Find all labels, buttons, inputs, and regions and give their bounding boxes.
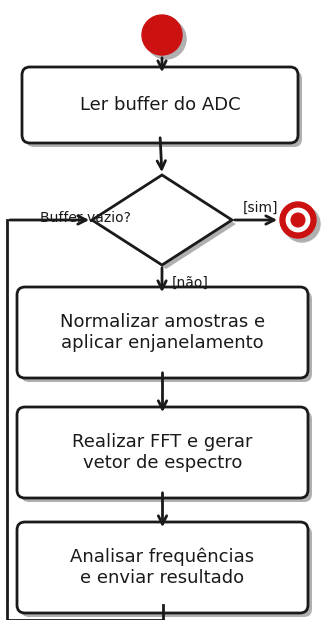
Text: [não]: [não] bbox=[172, 276, 208, 290]
Circle shape bbox=[284, 206, 320, 242]
Text: Buffer vazio?: Buffer vazio? bbox=[40, 211, 130, 225]
Circle shape bbox=[280, 202, 316, 238]
Circle shape bbox=[286, 208, 310, 232]
FancyBboxPatch shape bbox=[17, 287, 308, 378]
FancyBboxPatch shape bbox=[17, 407, 308, 498]
FancyBboxPatch shape bbox=[21, 411, 312, 502]
FancyBboxPatch shape bbox=[26, 71, 302, 147]
Circle shape bbox=[142, 15, 182, 55]
Polygon shape bbox=[92, 175, 232, 265]
Text: Normalizar amostras e
aplicar enjanelamento: Normalizar amostras e aplicar enjanelame… bbox=[60, 313, 265, 352]
Text: Analisar frequências
e enviar resultado: Analisar frequências e enviar resultado bbox=[71, 548, 254, 587]
Text: [sim]: [sim] bbox=[242, 201, 278, 215]
FancyBboxPatch shape bbox=[21, 291, 312, 382]
FancyBboxPatch shape bbox=[22, 67, 298, 143]
FancyBboxPatch shape bbox=[21, 526, 312, 617]
Polygon shape bbox=[96, 179, 236, 269]
Text: Ler buffer do ADC: Ler buffer do ADC bbox=[80, 96, 240, 114]
FancyBboxPatch shape bbox=[17, 522, 308, 613]
Circle shape bbox=[291, 213, 305, 227]
Text: Realizar FFT e gerar
vetor de espectro: Realizar FFT e gerar vetor de espectro bbox=[72, 433, 253, 472]
Circle shape bbox=[146, 19, 186, 59]
